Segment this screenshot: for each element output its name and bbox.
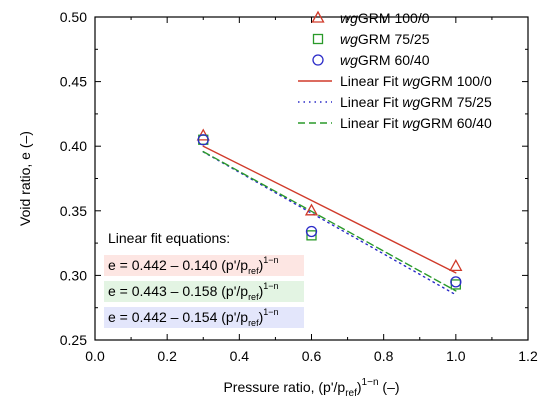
legend-marker (311, 10, 325, 23)
x-tick-label: 0.2 (157, 348, 177, 364)
data-point (450, 276, 462, 288)
x-tick-label: 1.0 (446, 348, 466, 364)
legend-marker (312, 54, 324, 66)
x-tick-label: 1.2 (518, 348, 538, 364)
legend-label: wgGRM 60/40 (340, 52, 430, 68)
data-point (304, 203, 319, 216)
fit-equation: e = 0.443 – 0.158 (p'/pref)1−n (108, 281, 279, 302)
fit-line (202, 151, 457, 296)
x-tick-label: 0.8 (374, 348, 394, 364)
equation-highlight (104, 281, 304, 302)
x-tick-label: 0.6 (302, 348, 322, 364)
y-tick-label: 0.35 (60, 203, 87, 219)
data-point (450, 279, 461, 290)
fit-line (202, 145, 457, 274)
y-tick-label: 0.30 (60, 267, 87, 283)
y-tick-label: 0.45 (60, 74, 87, 90)
data-point (305, 225, 318, 238)
x-axis-title: Pressure ratio, (p'/pref)1−n (–) (223, 377, 399, 399)
legend-label: wgGRM 75/25 (340, 31, 430, 47)
fit-equation: e = 0.442 – 0.140 (p'/pref)1−n (108, 255, 279, 276)
legend-label: Linear Fit wgGRM 100/0 (340, 73, 492, 89)
equation-highlight (104, 255, 304, 276)
y-tick-label: 0.25 (60, 332, 87, 348)
annotation-title: Linear fit equations: (108, 230, 230, 246)
legend-marker (312, 33, 324, 45)
data-point (306, 230, 317, 241)
y-axis-title: Void ratio, e (–) (17, 131, 33, 226)
x-tick-label: 0.0 (85, 348, 105, 364)
legend-label: Linear Fit wgGRM 60/40 (340, 115, 492, 131)
y-tick-label: 0.50 (60, 9, 87, 25)
legend-label: wgGRM 100/0 (340, 10, 430, 26)
data-point (197, 134, 209, 146)
fit-equation: e = 0.442 – 0.154 (p'/pref)1−n (108, 307, 279, 328)
fit-line (202, 150, 457, 292)
legend-label: Linear Fit wgGRM 75/25 (340, 94, 492, 110)
y-tick-label: 0.40 (60, 138, 87, 154)
data-point (449, 259, 463, 272)
x-tick-label: 0.4 (230, 348, 250, 364)
equation-highlight (104, 307, 304, 328)
